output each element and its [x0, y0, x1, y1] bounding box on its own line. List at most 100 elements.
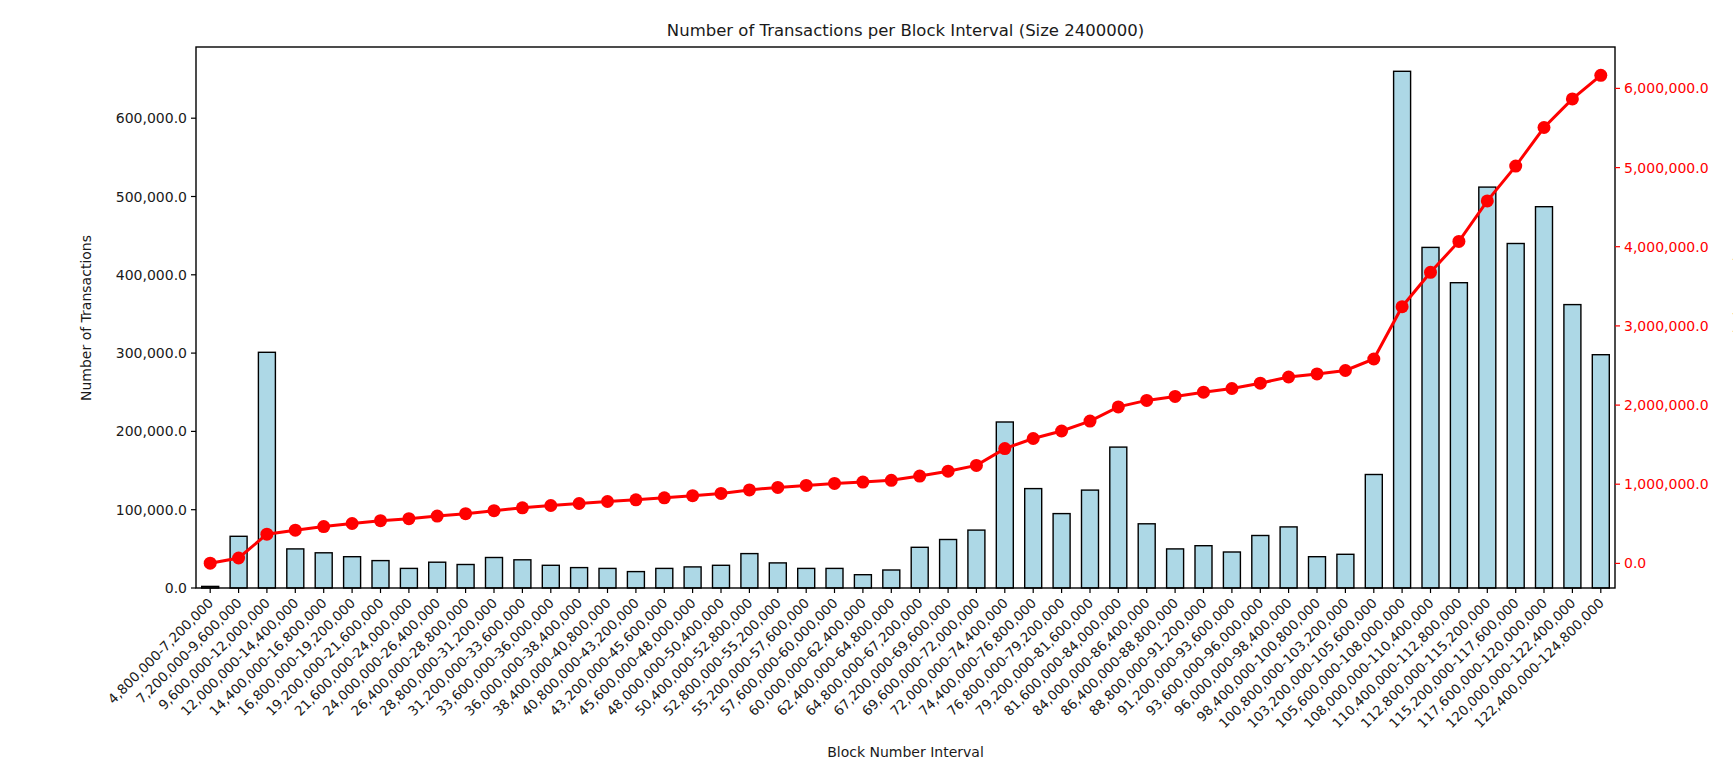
- cumulative-marker: [1311, 367, 1324, 380]
- cumulative-marker: [317, 520, 330, 533]
- bar: [854, 575, 871, 588]
- y-right-tick-label: 2,000,000.0: [1624, 397, 1709, 413]
- cumulative-marker: [516, 501, 529, 514]
- cumulative-marker: [346, 517, 359, 530]
- y-left-tick-label: 200,000.0: [116, 423, 187, 439]
- bar: [514, 560, 531, 588]
- y-right-tick-label: 0.0: [1624, 555, 1646, 571]
- cumulative-marker: [573, 497, 586, 510]
- bar: [1337, 554, 1354, 588]
- cumulative-marker: [260, 528, 273, 541]
- bar: [741, 554, 758, 588]
- cumulative-marker: [1112, 400, 1125, 413]
- cumulative-marker: [970, 459, 983, 472]
- bar: [1450, 283, 1467, 588]
- bar: [826, 568, 843, 588]
- bar: [542, 565, 559, 588]
- cumulative-marker: [856, 476, 869, 489]
- cumulative-marker: [1225, 382, 1238, 395]
- cumulative-marker: [800, 479, 813, 492]
- cumulative-marker: [1481, 194, 1494, 207]
- cumulative-marker: [232, 552, 245, 565]
- cumulative-line: [210, 75, 1601, 563]
- bar: [400, 568, 417, 588]
- bar: [486, 558, 503, 589]
- cumulative-marker: [715, 487, 728, 500]
- cumulative-marker: [771, 481, 784, 494]
- cumulative-marker: [658, 491, 671, 504]
- cumulative-marker: [289, 524, 302, 537]
- cumulative-marker: [1169, 390, 1182, 403]
- cumulative-marker: [629, 493, 642, 506]
- cumulative-marker: [601, 495, 614, 508]
- cumulative-marker: [998, 442, 1011, 455]
- bar: [1564, 305, 1581, 588]
- bar: [1025, 489, 1042, 588]
- cumulative-marker: [942, 465, 955, 478]
- bar: [1422, 247, 1439, 588]
- bar: [599, 568, 616, 588]
- cumulative-marker: [1538, 121, 1551, 134]
- y-left-tick-label: 600,000.0: [116, 110, 187, 126]
- cumulative-marker: [885, 474, 898, 487]
- bar: [287, 549, 304, 588]
- y-left-tick-label: 100,000.0: [116, 502, 187, 518]
- bar: [1223, 552, 1240, 588]
- bar: [769, 563, 786, 588]
- bar: [1280, 527, 1297, 588]
- bar: [1082, 490, 1099, 588]
- y-right-tick-label: 3,000,000.0: [1624, 318, 1709, 334]
- y-left-tick-label: 400,000.0: [116, 267, 187, 283]
- bar: [1507, 244, 1524, 589]
- y-left-tick-label: 500,000.0: [116, 189, 187, 205]
- cumulative-marker: [1254, 377, 1267, 390]
- cumulative-marker: [1197, 386, 1210, 399]
- bar: [429, 562, 446, 588]
- bar: [1053, 514, 1070, 588]
- cumulative-marker: [204, 557, 217, 570]
- bar: [1536, 207, 1553, 588]
- cumulative-marker: [431, 510, 444, 523]
- bar: [1394, 71, 1411, 588]
- cumulative-marker: [1027, 432, 1040, 445]
- bar: [1365, 475, 1382, 589]
- cumulative-marker: [488, 504, 501, 517]
- cumulative-marker: [828, 477, 841, 490]
- bar: [1252, 536, 1269, 589]
- cumulative-marker: [1140, 394, 1153, 407]
- cumulative-marker: [913, 470, 926, 483]
- cumulative-marker: [1396, 300, 1409, 313]
- bar: [1195, 546, 1212, 588]
- cumulative-marker: [1452, 235, 1465, 248]
- bar: [1167, 549, 1184, 588]
- y-right-tick-label: 4,000,000.0: [1624, 239, 1709, 255]
- y-right-tick-label: 6,000,000.0: [1624, 80, 1709, 96]
- bar: [315, 553, 332, 588]
- bar: [684, 567, 701, 588]
- cumulative-marker: [1367, 353, 1380, 366]
- bar: [1479, 187, 1496, 588]
- bar: [798, 568, 815, 588]
- cumulative-marker: [1339, 364, 1352, 377]
- cumulative-marker: [686, 489, 699, 502]
- bar: [1309, 557, 1326, 588]
- cumulative-marker: [459, 507, 472, 520]
- cumulative-marker: [374, 514, 387, 527]
- bar: [372, 561, 389, 588]
- cumulative-marker: [1594, 69, 1607, 82]
- bar: [627, 572, 644, 588]
- bar: [457, 565, 474, 589]
- y-right-tick-label: 5,000,000.0: [1624, 160, 1709, 176]
- bar: [713, 565, 730, 588]
- cumulative-marker: [1509, 160, 1522, 173]
- cumulative-marker: [1084, 415, 1097, 428]
- bar: [911, 547, 928, 588]
- cumulative-marker: [402, 512, 415, 525]
- y-right-tick-label: 1,000,000.0: [1624, 476, 1709, 492]
- bar: [571, 568, 588, 588]
- chart-figure: Number of Transactions per Block Interva…: [40, 16, 1733, 780]
- bar: [1110, 447, 1127, 588]
- bar: [344, 557, 361, 588]
- y-left-tick-label: 0.0: [165, 580, 187, 596]
- cumulative-marker: [743, 483, 756, 496]
